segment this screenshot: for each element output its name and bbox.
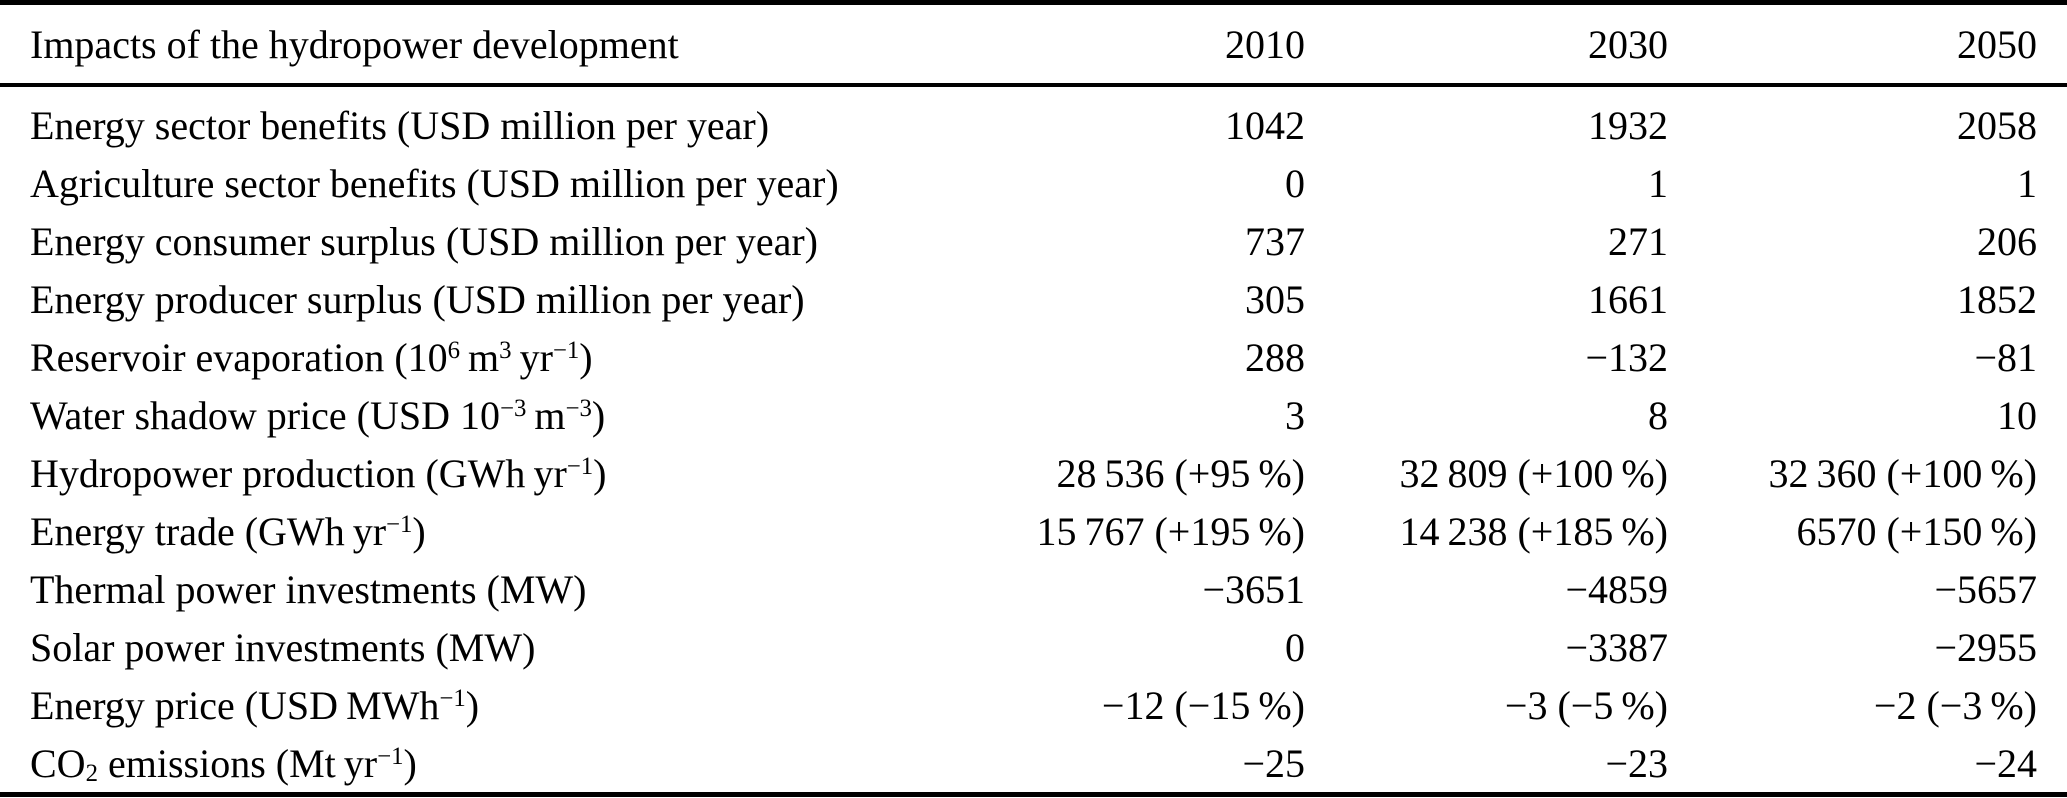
value-2010: 288: [1245, 334, 1305, 380]
value-2050: −5657: [1934, 566, 2037, 612]
value-2050: 10: [1997, 392, 2037, 438]
table-row: Thermal power investments (MW) −3651 −48…: [0, 560, 2067, 618]
row-label: Water shadow price (USD 10−3 m−3): [30, 392, 606, 438]
table-row: Energy producer surplus (USD million per…: [0, 270, 2067, 328]
row-label: Energy producer surplus (USD million per…: [30, 276, 805, 322]
value-2050: 1852: [1957, 276, 2037, 322]
value-2030: −23: [1605, 740, 1668, 786]
table-row: Agriculture sector benefits (USD million…: [0, 154, 2067, 212]
value-2030: 1932: [1588, 102, 1668, 148]
value-2010: −12 (−15 %): [1101, 682, 1305, 728]
value-2010: 0: [1285, 160, 1305, 206]
value-2010: 1042: [1225, 102, 1305, 148]
column-header-2030: 2030: [1305, 2, 1668, 87]
row-label: Energy trade (GWh yr−1): [30, 508, 426, 554]
value-2050: 32 360 (+100 %): [1768, 450, 2037, 496]
value-2030: 1661: [1588, 276, 1668, 322]
table-row: Water shadow price (USD 10−3 m−3) 3 8 10: [0, 386, 2067, 444]
row-label: Energy consumer surplus (USD million per…: [30, 218, 818, 264]
table-row: Energy consumer surplus (USD million per…: [0, 212, 2067, 270]
table-row: Energy trade (GWh yr−1) 15 767 (+195 %) …: [0, 502, 2067, 560]
row-label: Reservoir evaporation (106 m3 yr−1): [30, 334, 593, 380]
value-2010: 0: [1285, 624, 1305, 670]
value-2030: 14 238 (+185 %): [1399, 508, 1668, 554]
table-row: Hydropower production (GWh yr−1) 28 536 …: [0, 444, 2067, 502]
value-2050: 1: [2017, 160, 2037, 206]
value-2050: −2 (−3 %): [1873, 682, 2037, 728]
value-2010: 305: [1245, 276, 1305, 322]
value-2050: −81: [1974, 334, 2037, 380]
value-2030: 1: [1648, 160, 1668, 206]
value-2030: −132: [1585, 334, 1668, 380]
table-row: Reservoir evaporation (106 m3 yr−1) 288 …: [0, 328, 2067, 386]
value-2030: 271: [1608, 218, 1668, 264]
value-2050: −24: [1974, 740, 2037, 786]
value-2010: −25: [1242, 740, 1305, 786]
table-title: Impacts of the hydropower development: [0, 2, 945, 87]
value-2010: −3651: [1202, 566, 1305, 612]
table-row: Solar power investments (MW) 0 −3387 −29…: [0, 618, 2067, 676]
value-2050: 206: [1977, 218, 2037, 264]
row-label: Hydropower production (GWh yr−1): [30, 450, 607, 496]
value-2050: 2058: [1957, 102, 2037, 148]
table-row: Energy sector benefits (USD million per …: [0, 85, 2067, 154]
value-2030: −3 (−5 %): [1504, 682, 1668, 728]
value-2010: 737: [1245, 218, 1305, 264]
value-2050: 6570 (+150 %): [1796, 508, 2037, 554]
row-label: Solar power investments (MW): [30, 624, 536, 670]
row-label: Energy price (USD MWh−1): [30, 682, 480, 728]
row-label: CO2 emissions (Mt yr−1): [30, 740, 417, 787]
row-label: Agriculture sector benefits (USD million…: [30, 160, 839, 206]
value-2030: 32 809 (+100 %): [1399, 450, 1668, 496]
value-2050: −2955: [1934, 624, 2037, 670]
table-row: CO2 emissions (Mt yr−1) −25 −23 −24: [0, 734, 2067, 795]
table-row: Energy price (USD MWh−1) −12 (−15 %) −3 …: [0, 676, 2067, 734]
header-row: Impacts of the hydropower development 20…: [0, 2, 2067, 87]
column-header-2050: 2050: [1668, 2, 2067, 87]
value-2010: 3: [1285, 392, 1305, 438]
row-label: Thermal power investments (MW): [30, 566, 587, 612]
value-2010: 28 536 (+95 %): [1056, 450, 1305, 496]
value-2030: 8: [1648, 392, 1668, 438]
value-2010: 15 767 (+195 %): [1036, 508, 1305, 554]
value-2030: −4859: [1565, 566, 1668, 612]
value-2030: −3387: [1565, 624, 1668, 670]
row-label: Energy sector benefits (USD million per …: [30, 102, 770, 148]
column-header-2010: 2010: [945, 2, 1305, 87]
